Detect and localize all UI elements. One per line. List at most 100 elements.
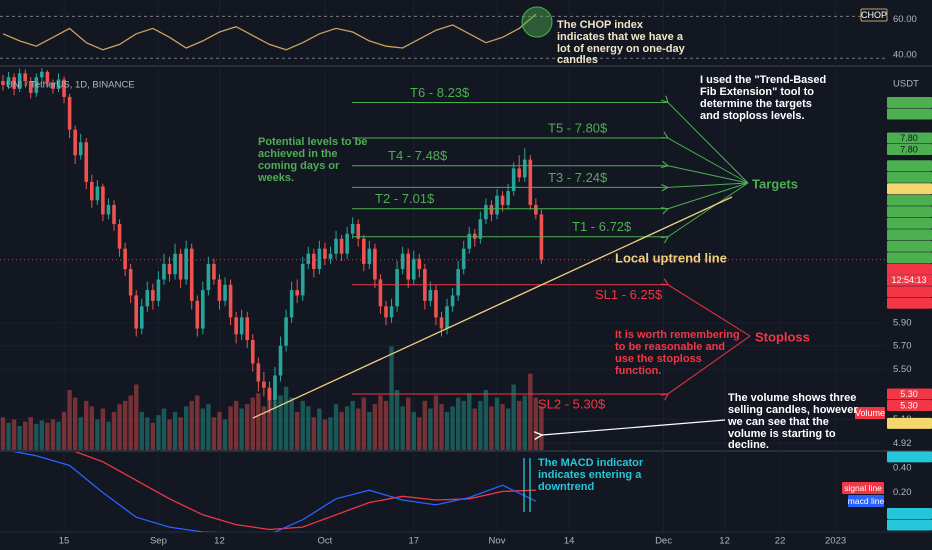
volume-bar [261,406,267,450]
price-tag [887,286,932,298]
price-tag [887,297,932,309]
candle-body [67,96,72,130]
candle-body [12,77,16,89]
price-tag [887,132,932,144]
candle-body [306,253,311,264]
volume-bar [450,406,455,450]
volume-bar [478,400,483,450]
price-tag [887,417,932,429]
candle-body [317,248,322,270]
price-tag [887,96,932,108]
note-line: indicates that we have a [557,31,684,43]
candle-body [278,345,283,376]
volume-bar [428,408,433,450]
volume-bar [23,421,28,450]
arrow [668,182,749,237]
volume-bar [500,404,505,450]
candle-body [528,159,533,205]
level-label: SL2 - 5.30$ [538,396,606,411]
candle-body [250,339,255,364]
volume-bar [455,397,461,450]
candle-body [117,224,122,249]
x-tick-label: 12 [214,536,225,547]
volume-bar [239,408,244,450]
candle-body [445,306,449,329]
price-tag-label: 7.80 [900,133,918,143]
volume-bar [267,390,272,450]
y-tick-label: 60.00 [893,14,917,25]
candle-body [34,77,39,93]
volume-bar [39,420,45,450]
volume-bar [539,406,544,450]
volume-bar [161,408,167,450]
uptrend-label: Local uptrend line [615,250,727,265]
candle-body [51,82,55,89]
volume-bar [56,421,61,450]
volume-bar [72,397,78,450]
volume-bar [228,406,233,450]
arrow [542,419,726,435]
volume-bar [217,411,222,450]
candle-body [151,290,155,301]
candle-body [145,290,150,307]
volume-bar [117,404,122,450]
note-line: weeks. [257,172,294,184]
volume-bar [183,406,189,450]
candle-body [517,168,522,178]
candle-body [234,317,238,335]
volume-bar [322,419,328,450]
volume-bar [0,417,6,450]
volume-bar [361,397,366,450]
volume-bar [350,400,355,450]
x-tick-label: 14 [564,536,575,547]
candle-body [45,71,50,83]
volume-bar [222,419,228,450]
volume-bar [294,411,300,450]
volume-bar [61,411,67,450]
candle-body [295,290,299,296]
volume-bar [206,404,211,450]
candle-body [273,375,277,401]
level-label: T6 - 8.23$ [410,85,470,100]
highlight-circle [521,6,553,38]
candle-body [428,290,433,301]
volume-bar [34,423,39,450]
candle-body [123,248,127,270]
volume-bar [317,408,322,450]
volume-bar [28,417,33,450]
volume-bar [483,390,489,450]
volume-bar [333,404,339,450]
volume-bar [45,422,50,450]
candle-body [239,317,244,335]
volume-bar [245,404,250,450]
candle-body [534,204,538,215]
candle-body [90,181,94,201]
volume-bar [528,373,533,450]
candle-body [339,238,344,254]
candle-body [228,284,233,318]
candle-body [167,263,172,275]
candle-body [40,71,44,78]
candle-body [284,317,288,346]
candle-body [1,81,5,86]
volume-tag-label: Volume [855,408,885,418]
legend-tag [860,8,888,22]
price-tag [887,144,932,156]
candle-body [323,248,327,259]
x-tick-label: 17 [408,536,419,547]
volume-bar [411,411,416,450]
candle-body [101,186,105,215]
candle-body [373,248,377,280]
volume-bar [272,400,278,450]
candle-body [361,238,366,264]
candle-body [128,269,133,296]
candle-body [300,263,305,296]
note-line: achieved in the [258,148,337,160]
note-line: volume is starting to [728,428,836,440]
note-line: we can see that the [727,416,829,428]
candle-body [378,279,383,307]
volume-bar [378,395,383,450]
price-tag [887,171,932,183]
volume-bar [150,422,156,450]
candle-body [173,253,177,275]
